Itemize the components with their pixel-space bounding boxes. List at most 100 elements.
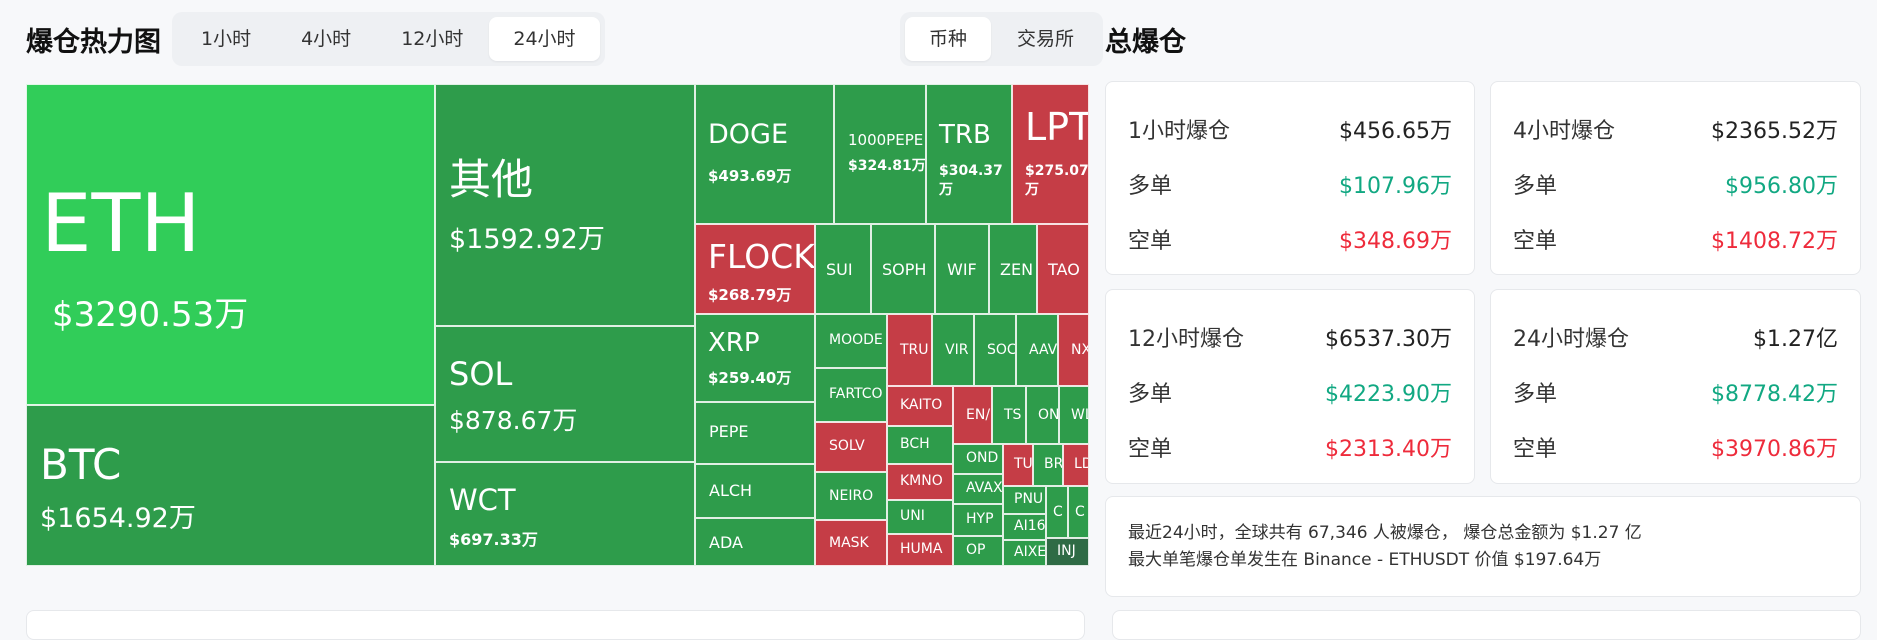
cell-symbol: LPT [1025,105,1089,149]
treemap-cell-kaito[interactable]: KAITO [887,386,953,426]
treemap-cell-pepe[interactable]: PEPE [695,402,815,464]
treemap-cell-on[interactable]: ON [1026,386,1059,444]
cell-symbol: SOC [987,342,1016,358]
cell-symbol: TRU [900,342,929,358]
treemap-cell-trb[interactable]: TRB $304.37万 [926,84,1012,224]
cell-value: $697.33万 [449,530,538,549]
short-label: 空单 [1513,437,1558,462]
treemap-cell-btc[interactable]: BTC $1654.92万 [26,405,435,566]
treemap-cell-flock[interactable]: FLOCK $268.79万 [695,224,815,314]
card-long-value: $8778.42万 [1711,382,1838,407]
cell-symbol: TAO [1048,260,1080,279]
card-label: 1小时爆仓 [1128,119,1230,144]
cell-value: $493.69万 [708,167,792,185]
treemap-cell-wct[interactable]: WCT $697.33万 [435,462,695,566]
treemap-cell-tru[interactable]: TRU [887,314,932,386]
tab-by-coin[interactable]: 币种 [905,17,992,61]
cell-symbol: BR [1044,456,1063,472]
treemap-cell-eth[interactable]: ETH $3290.53万 [26,84,435,405]
treemap-cell-sol[interactable]: SOL $878.67万 [435,326,695,462]
treemap-cell-avax[interactable]: AVAX [953,474,1003,504]
next-panel-right [1112,610,1861,640]
cell-symbol: BCH [900,436,930,452]
cell-value: $275.07万 [1025,163,1089,198]
card-short-value: $1408.72万 [1711,229,1838,254]
treemap-cell-inj[interactable]: INJ [1046,538,1089,566]
cell-symbol: SUI [826,260,853,279]
treemap-cell-tu[interactable]: TU [1003,444,1033,486]
tab-4h[interactable]: 4小时 [301,28,352,50]
cell-value: $878.67万 [449,406,578,435]
treemap-cell-bch[interactable]: BCH [887,426,953,464]
cell-symbol: TRB [939,120,991,150]
cell-symbol: SOPH [882,260,927,279]
treemap-cell-moode[interactable]: MOODE [815,314,887,368]
treemap-cell-tao[interactable]: TAO [1037,224,1089,314]
liquidation-summary: 最近24小时，全球共有 67,346 人被爆仓， 爆仓总金额为 $1.27 亿 … [1105,496,1861,597]
treemap-cell-soph[interactable]: SOPH [871,224,935,314]
treemap-cell-ai16[interactable]: AI16 [1003,514,1046,540]
cell-symbol: ALCH [709,481,753,500]
treemap-cell-ond[interactable]: OND [953,444,1003,474]
cell-symbol: FLOCK [708,237,815,276]
treemap-cell-mask[interactable]: MASK [815,520,887,566]
summary-line-2: 最大单笔爆仓单发生在 Binance - ETHUSDT 价值 $197.64万 [1128,550,1602,570]
treemap-cell-aixe[interactable]: AIXE [1003,540,1046,566]
treemap-cell-soc[interactable]: SOC [974,314,1016,386]
cell-symbol: HUMA [900,541,943,557]
short-label: 空单 [1128,437,1173,462]
treemap-cell-c2[interactable]: C [1068,486,1089,538]
cell-value: $1592.92万 [449,224,605,255]
cell-symbol: WCT [449,483,516,517]
treemap-cell-uni[interactable]: UNI [887,500,953,534]
cell-symbol: WIF [947,260,977,279]
long-label: 多单 [1128,174,1173,199]
treemap-cell-fartco[interactable]: FARTCO [815,368,887,422]
treemap-cell-kmno[interactable]: KMNO [887,464,953,500]
treemap-cell-ena[interactable]: EN/ [953,386,992,444]
card-label: 24小时爆仓 [1513,327,1629,352]
treemap-cell-ts[interactable]: TS [992,386,1026,444]
cell-symbol: AAV [1029,342,1058,358]
cell-symbol: ADA [709,533,743,552]
cell-symbol: KAITO [900,397,943,413]
liquidation-card-1h: 1小时爆仓 $456.65万 多单 $107.96万 空单 $348.69万 [1105,81,1475,275]
tab-12h[interactable]: 12小时 [401,28,464,50]
card-total: $456.65万 [1339,119,1452,144]
cell-value: $324.81万 [848,158,926,174]
treemap-cell-solv[interactable]: SOLV [815,422,887,472]
treemap-cell-lpt[interactable]: LPT $275.07万 [1012,84,1089,224]
treemap-cell-ld[interactable]: LD [1063,444,1089,486]
treemap-cell-c1[interactable]: C [1046,486,1068,538]
cell-symbol: VIR [945,342,969,358]
treemap-cell-zen[interactable]: ZEN [989,224,1037,314]
treemap-cell-br[interactable]: BR [1033,444,1063,486]
tab-by-exchange[interactable]: 交易所 [1017,28,1075,50]
treemap-cell-vir[interactable]: VIR [932,314,974,386]
treemap-cell-alch[interactable]: ALCH [695,464,815,518]
treemap-cell-xrp[interactable]: XRP $259.40万 [695,314,815,402]
total-liquidation-title: 总爆仓 [1105,27,1186,58]
treemap-cell-ada[interactable]: ADA [695,518,815,566]
treemap-cell-neiro[interactable]: NEIRO [815,472,887,520]
treemap-cell-op[interactable]: OP [953,536,1003,566]
cell-symbol: ZEN [1000,260,1034,279]
liquidation-card-12h: 12小时爆仓 $6537.30万 多单 $4223.90万 空单 $2313.4… [1105,289,1475,484]
treemap-cell-other[interactable]: 其他 $1592.92万 [435,84,695,326]
treemap-cell-sui[interactable]: SUI [815,224,871,314]
treemap-cell-huma[interactable]: HUMA [887,534,953,566]
treemap-cell-aav[interactable]: AAV [1016,314,1058,386]
treemap-cell-hyp[interactable]: HYP [953,504,1003,536]
short-label: 空单 [1513,229,1558,254]
next-panel-left [26,610,1085,640]
treemap-cell-pnu[interactable]: PNU [1003,486,1046,514]
treemap-cell-nx[interactable]: NX [1058,314,1089,386]
treemap-cell-1000pepe[interactable]: 1000PEPE $324.81万 [834,84,926,224]
cell-symbol: KMNO [900,473,943,489]
tab-24h[interactable]: 24小时 [489,17,600,61]
treemap-cell-wl[interactable]: WL [1059,386,1089,444]
cell-value: $304.37万 [939,163,1003,198]
treemap-cell-doge[interactable]: DOGE $493.69万 [695,84,834,224]
tab-1h[interactable]: 1小时 [201,28,252,50]
treemap-cell-wif[interactable]: WIF [935,224,989,314]
